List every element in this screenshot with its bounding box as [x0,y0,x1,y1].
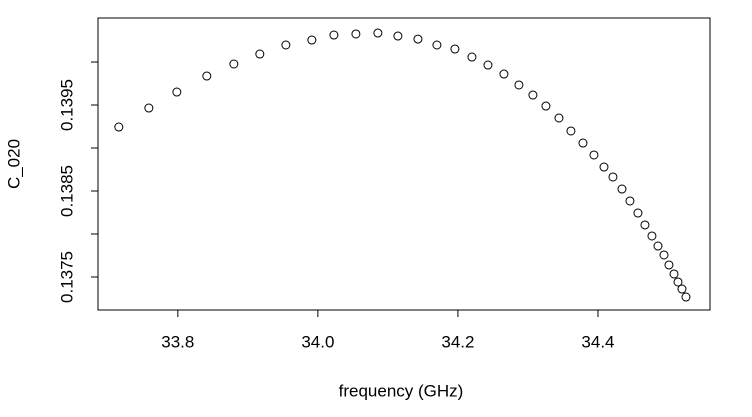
point [450,44,460,54]
point [393,31,403,41]
point [647,231,657,241]
point [617,184,627,194]
point [229,59,239,69]
x-tick-label: 34.4 [581,332,614,351]
plot-box [97,17,711,311]
x-tick-label: 33.8 [161,332,194,351]
point [681,292,691,302]
point [307,35,317,45]
point [114,122,124,132]
point [514,80,524,90]
point [664,260,674,270]
point [413,34,423,44]
point [566,126,576,136]
point [172,87,182,97]
point [329,30,339,40]
point [483,60,493,70]
point [673,277,683,287]
point [578,138,588,148]
point [202,71,212,81]
point [677,284,687,294]
point [467,52,477,62]
point [541,101,551,111]
x-tick-label: 34.0 [301,332,334,351]
y-tick-label: 0.1375 [57,251,76,303]
point [669,269,679,279]
point [589,150,599,160]
y-tick-label: 0.1385 [57,165,76,217]
x-tick-label: 34.2 [441,332,474,351]
point [608,172,618,182]
point [528,90,538,100]
y-tick-label: 0.1395 [57,79,76,131]
point [659,250,669,260]
point [625,196,635,206]
point [554,113,564,123]
point [281,40,291,50]
point [351,29,361,39]
point [432,40,442,50]
point [373,28,383,38]
x-axis-label: frequency (GHz) [339,381,464,400]
point [633,208,643,218]
point [640,220,650,230]
point [653,241,663,251]
y-axis-label: C_020 [4,139,23,189]
point [255,49,265,59]
point [599,162,609,172]
point [144,103,154,113]
point [499,69,509,79]
